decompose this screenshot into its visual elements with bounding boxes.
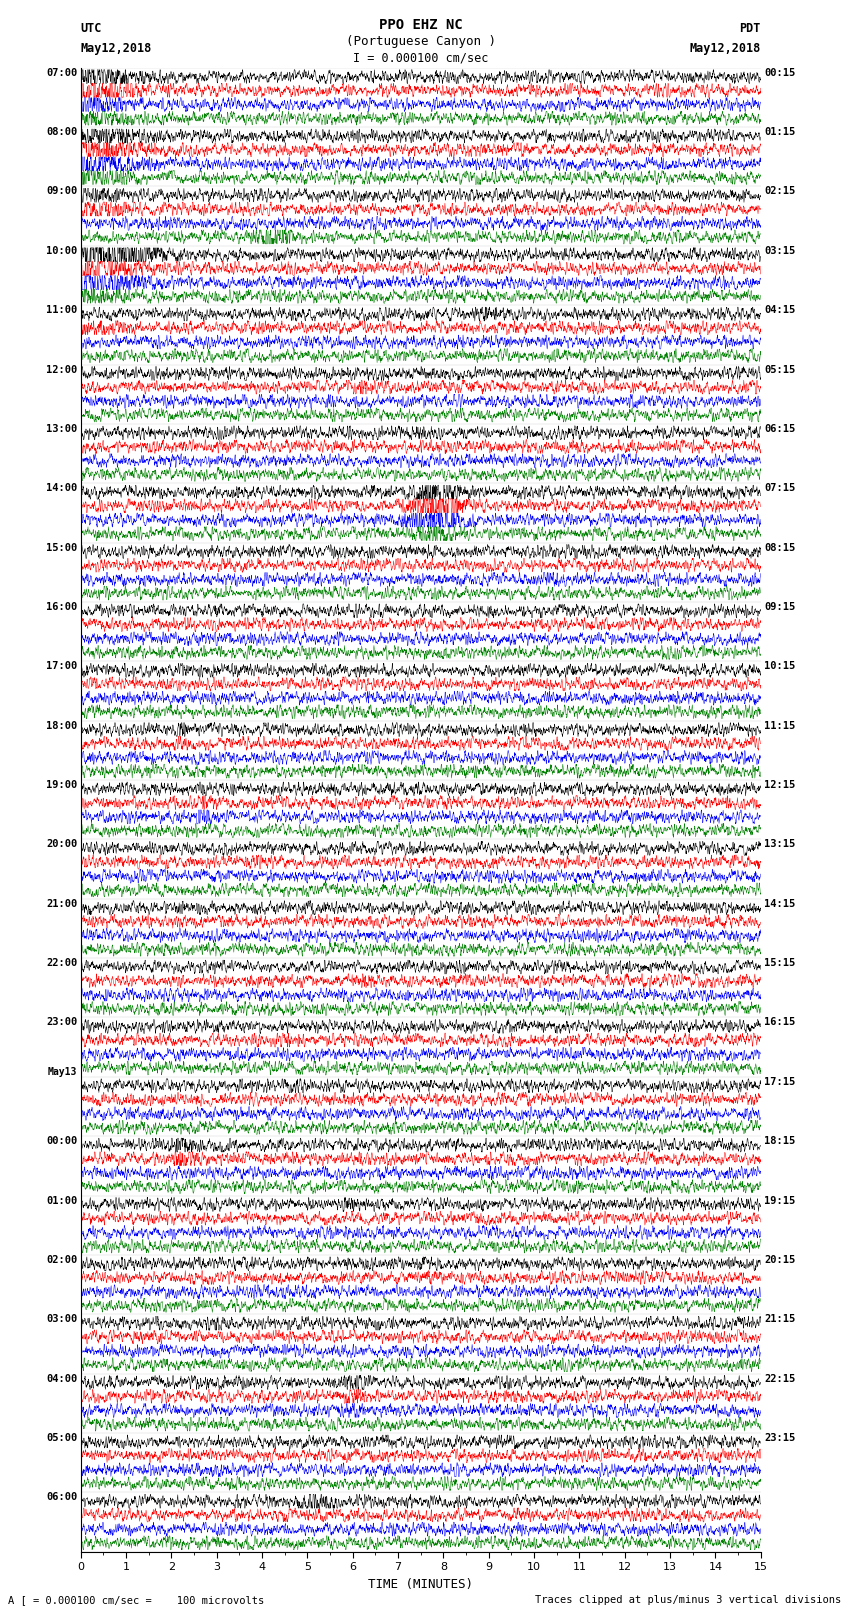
Text: (Portuguese Canyon ): (Portuguese Canyon ) <box>346 35 496 48</box>
Text: 14:15: 14:15 <box>764 898 796 908</box>
Text: 02:15: 02:15 <box>764 187 796 197</box>
Text: 18:00: 18:00 <box>46 721 77 731</box>
Text: 09:15: 09:15 <box>764 602 796 611</box>
Text: 13:00: 13:00 <box>46 424 77 434</box>
Text: 22:00: 22:00 <box>46 958 77 968</box>
Text: PDT: PDT <box>740 23 761 35</box>
Text: 17:15: 17:15 <box>764 1077 796 1087</box>
Text: 06:15: 06:15 <box>764 424 796 434</box>
Text: Traces clipped at plus/minus 3 vertical divisions: Traces clipped at plus/minus 3 vertical … <box>536 1595 842 1605</box>
Text: 01:15: 01:15 <box>764 127 796 137</box>
Text: 23:15: 23:15 <box>764 1432 796 1444</box>
Text: 16:00: 16:00 <box>46 602 77 611</box>
Text: 11:00: 11:00 <box>46 305 77 315</box>
Text: 00:00: 00:00 <box>46 1136 77 1147</box>
Text: 08:00: 08:00 <box>46 127 77 137</box>
Text: 20:15: 20:15 <box>764 1255 796 1265</box>
Text: A [ = 0.000100 cm/sec =    100 microvolts: A [ = 0.000100 cm/sec = 100 microvolts <box>8 1595 264 1605</box>
X-axis label: TIME (MINUTES): TIME (MINUTES) <box>368 1578 473 1590</box>
Text: 19:15: 19:15 <box>764 1195 796 1205</box>
Text: 18:15: 18:15 <box>764 1136 796 1147</box>
Text: 00:15: 00:15 <box>764 68 796 77</box>
Text: 08:15: 08:15 <box>764 542 796 553</box>
Text: 21:00: 21:00 <box>46 898 77 908</box>
Text: 06:00: 06:00 <box>46 1492 77 1502</box>
Text: 07:00: 07:00 <box>46 68 77 77</box>
Text: 15:15: 15:15 <box>764 958 796 968</box>
Text: 02:00: 02:00 <box>46 1255 77 1265</box>
Text: May12,2018: May12,2018 <box>689 42 761 55</box>
Text: 09:00: 09:00 <box>46 187 77 197</box>
Text: 13:15: 13:15 <box>764 839 796 850</box>
Text: 05:15: 05:15 <box>764 365 796 374</box>
Text: 12:00: 12:00 <box>46 365 77 374</box>
Text: 21:15: 21:15 <box>764 1315 796 1324</box>
Text: 15:00: 15:00 <box>46 542 77 553</box>
Text: 12:15: 12:15 <box>764 781 796 790</box>
Text: 16:15: 16:15 <box>764 1018 796 1027</box>
Text: 23:00: 23:00 <box>46 1018 77 1027</box>
Text: 04:00: 04:00 <box>46 1374 77 1384</box>
Text: 03:15: 03:15 <box>764 245 796 256</box>
Text: May12,2018: May12,2018 <box>81 42 152 55</box>
Text: 22:15: 22:15 <box>764 1374 796 1384</box>
Text: 10:15: 10:15 <box>764 661 796 671</box>
Text: I = 0.000100 cm/sec: I = 0.000100 cm/sec <box>353 52 489 65</box>
Text: PPO EHZ NC: PPO EHZ NC <box>379 18 462 32</box>
Text: 11:15: 11:15 <box>764 721 796 731</box>
Text: UTC: UTC <box>81 23 102 35</box>
Text: 04:15: 04:15 <box>764 305 796 315</box>
Text: 17:00: 17:00 <box>46 661 77 671</box>
Text: 10:00: 10:00 <box>46 245 77 256</box>
Text: 03:00: 03:00 <box>46 1315 77 1324</box>
Text: 20:00: 20:00 <box>46 839 77 850</box>
Text: 14:00: 14:00 <box>46 484 77 494</box>
Text: 19:00: 19:00 <box>46 781 77 790</box>
Text: 07:15: 07:15 <box>764 484 796 494</box>
Text: 05:00: 05:00 <box>46 1432 77 1444</box>
Text: 01:00: 01:00 <box>46 1195 77 1205</box>
Text: May13: May13 <box>48 1066 77 1077</box>
